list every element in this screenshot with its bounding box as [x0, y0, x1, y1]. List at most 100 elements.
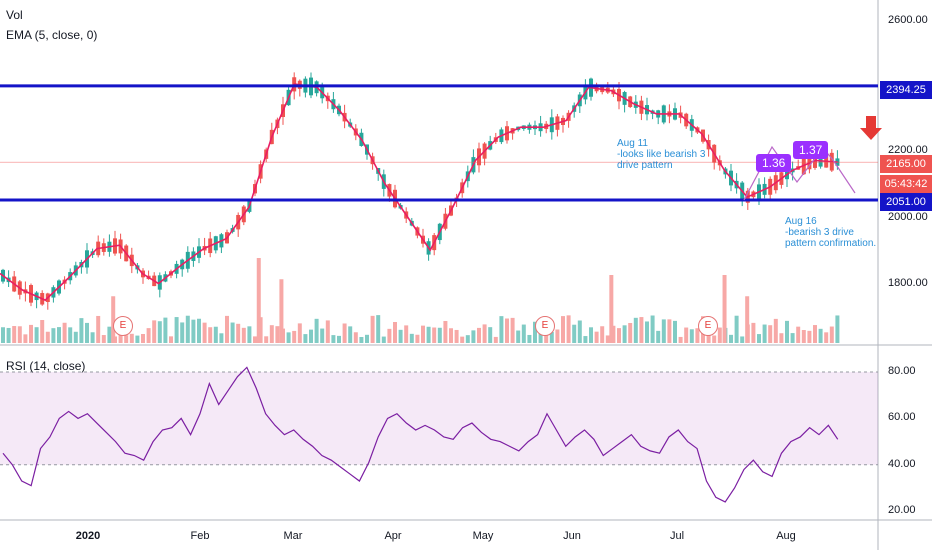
volume-bar [85, 322, 89, 343]
volume-bar [96, 315, 101, 343]
volume-bar [404, 325, 409, 343]
volume-bar [785, 320, 789, 343]
rsi-legend: RSI (14, close) [6, 359, 86, 373]
y-tick-2600: 2600.00 [888, 14, 928, 26]
volume-bar [673, 320, 677, 343]
volume-bar [824, 332, 829, 343]
volume-bar [90, 332, 95, 343]
volume-bar [589, 327, 593, 343]
volume-spike [279, 279, 284, 343]
volume-bar [835, 315, 840, 343]
volume-bar [729, 334, 733, 343]
ratio-tag-1: 1.36 [756, 154, 792, 172]
volume-bar [813, 325, 817, 343]
y-tick-2000: 2000.00 [888, 211, 928, 223]
earnings-marker-3[interactable]: E [698, 316, 718, 336]
volume-bar [611, 325, 616, 343]
level-label-2394: 2394.25 [880, 81, 932, 99]
volume-bar [34, 327, 39, 343]
volume-bar [247, 326, 252, 343]
x-tick-jun: Jun [563, 530, 581, 542]
current-price-label: 2165.00 [880, 155, 932, 173]
volume-bar [12, 326, 17, 343]
volume-bar [40, 319, 45, 343]
volume-bar [622, 325, 627, 343]
volume-bar [465, 335, 470, 343]
volume-bar [650, 315, 655, 343]
volume-bar [79, 318, 84, 343]
volume-bar [275, 326, 280, 343]
volume-bar [370, 315, 375, 343]
rsi-tick-60: 60.00 [888, 411, 916, 423]
vol-legend: Vol [6, 8, 23, 22]
volume-bar [337, 335, 341, 343]
volume-bar [253, 336, 257, 343]
volume-bar [314, 318, 319, 343]
volume-bar [73, 331, 78, 343]
volume-bar [717, 327, 722, 343]
volume-bar [790, 333, 795, 343]
earnings-marker-2[interactable]: E [535, 316, 555, 336]
volume-bar [656, 330, 661, 343]
volume-bar [801, 330, 806, 343]
volume-bar [773, 318, 778, 343]
volume-bar [628, 322, 633, 343]
volume-bar [566, 315, 571, 343]
volume-bar [549, 331, 554, 343]
volume-bar [510, 317, 515, 343]
volume-bar [45, 331, 50, 343]
volume-bar [381, 336, 386, 343]
volume-bar [197, 318, 201, 343]
volume-bar [353, 332, 358, 343]
volume-bar [157, 321, 162, 343]
volume-bar [180, 322, 185, 343]
annotation-aug-11: Aug 11 -looks like bearish 3 drive patte… [617, 138, 706, 171]
volume-bar [387, 328, 392, 343]
volume-bar [695, 328, 700, 343]
volume-bar [23, 334, 28, 343]
volume-bar [605, 335, 610, 343]
x-tick-apr: Apr [384, 530, 402, 542]
volume-bar [163, 317, 168, 343]
x-tick-feb: Feb [190, 530, 210, 542]
volume-bar [208, 327, 213, 343]
earnings-marker-1[interactable]: E [113, 316, 133, 336]
volume-bar [454, 329, 459, 343]
x-tick-jul: Jul [669, 530, 685, 542]
volume-spike [722, 275, 727, 343]
volume-bar [230, 322, 235, 343]
volume-bar [51, 328, 56, 343]
volume-spike [111, 296, 116, 343]
volume-bar [415, 334, 420, 343]
volume-bar [443, 320, 448, 343]
volume-bar [241, 327, 246, 343]
volume-bar [57, 327, 61, 343]
volume-bar [751, 322, 756, 343]
volume-bar [169, 336, 173, 343]
volume-bar [426, 326, 431, 343]
volume-bar [706, 332, 711, 343]
volume-bar [437, 327, 442, 343]
volume-bar [617, 328, 621, 343]
volume-bar [348, 326, 353, 343]
volume-bar [174, 317, 179, 343]
volume-bar [409, 333, 414, 343]
x-tick-mar: Mar [283, 530, 303, 542]
volume-bar [146, 328, 151, 343]
volume-bar [505, 318, 509, 343]
volume-spike [609, 275, 614, 343]
y-tick-1800: 1800.00 [888, 277, 928, 289]
volume-bar [269, 325, 274, 343]
volume-bar [768, 325, 773, 343]
volume-bar [712, 335, 717, 343]
volume-bar [393, 322, 397, 343]
volume-bar [286, 332, 291, 343]
volume-bar [633, 317, 638, 343]
volume-bar [17, 326, 22, 343]
volume-bar [320, 328, 325, 343]
volume-bar [219, 333, 224, 343]
volume-bar [421, 325, 425, 343]
volume-bar [807, 330, 812, 343]
y-tick-2200: 2200.00 [888, 144, 928, 156]
